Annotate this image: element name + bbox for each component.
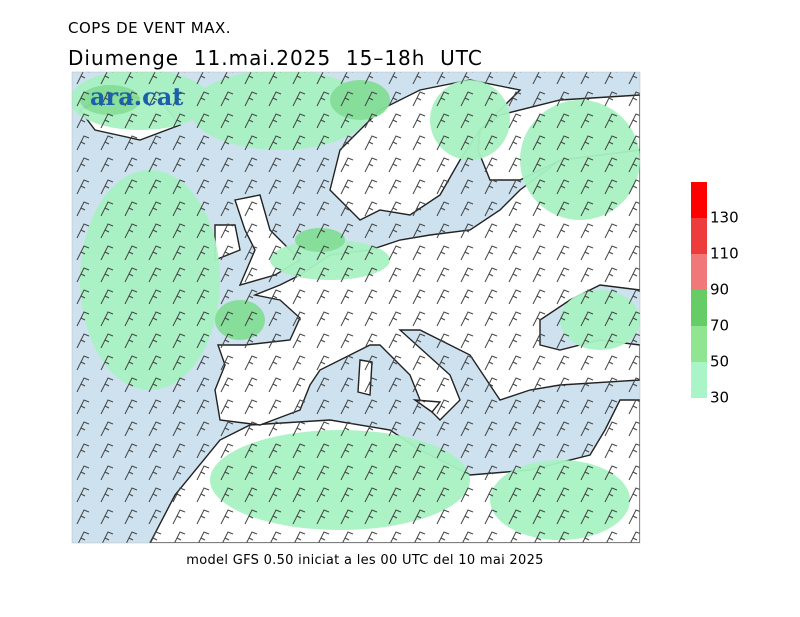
subtitle: Diumenge 11.mai.2025 15–18h UTC [68,46,483,70]
legend-label: 110 [710,245,739,263]
legend-label: 70 [710,317,729,335]
map: ara.cat [72,72,640,543]
legend-swatch [691,218,707,254]
legend-label: 50 [710,353,729,371]
legend-label: 130 [710,209,739,227]
legend-swatch [691,362,707,398]
logo: ara.cat [90,82,183,111]
footer: model GFS 0.50 iniciat a les 00 UTC del … [186,553,543,568]
color-legend: 30 50 70 90 110 130 [691,182,739,407]
legend-label: 30 [710,389,729,407]
legend-swatch [691,182,707,218]
legend-label: 90 [710,281,729,299]
legend-swatch [691,326,707,362]
legend-swatch [691,254,707,290]
map-frame [71,71,641,544]
wind-barbs [72,72,640,543]
title: COPS DE VENT MAX. [68,19,231,37]
legend-swatch [691,290,707,326]
